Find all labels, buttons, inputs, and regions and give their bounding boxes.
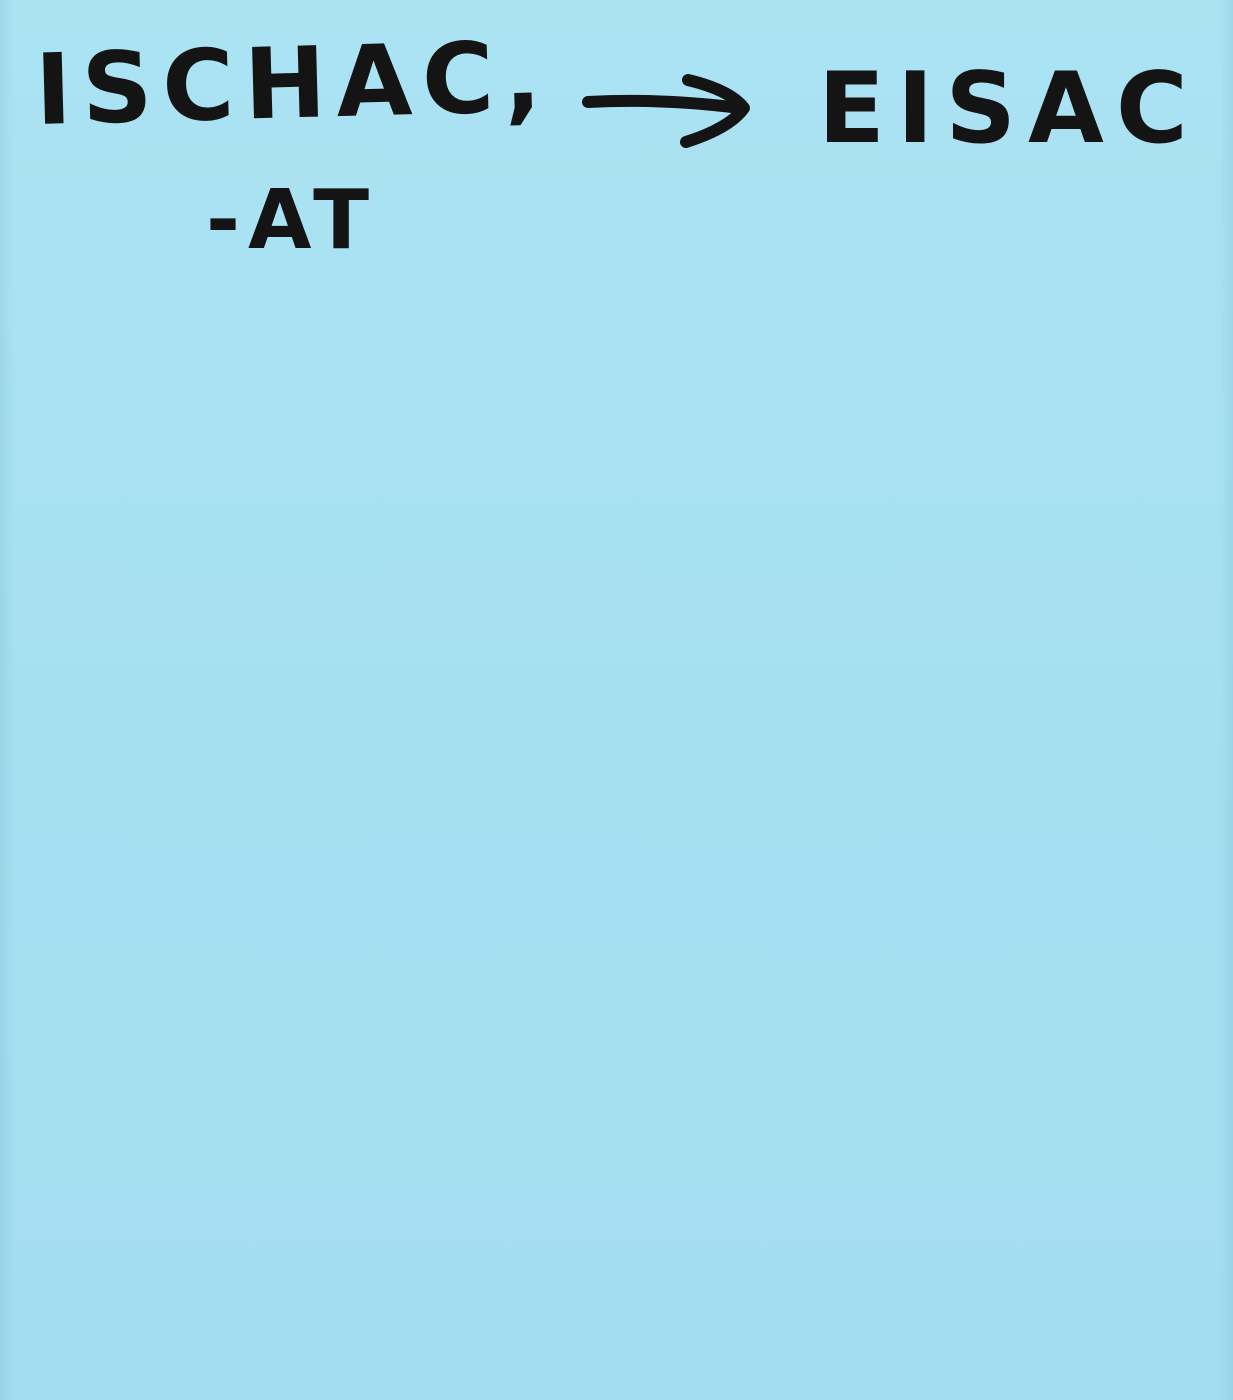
note-edge-shadow-left: [0, 0, 14, 1400]
right-arrow-icon: [582, 74, 750, 148]
target-word: EISAC: [818, 52, 1200, 166]
source-word: ISCHAC,: [33, 20, 553, 148]
note-edge-shadow-right: [1219, 0, 1233, 1400]
source-suffix: -AT: [206, 173, 378, 268]
